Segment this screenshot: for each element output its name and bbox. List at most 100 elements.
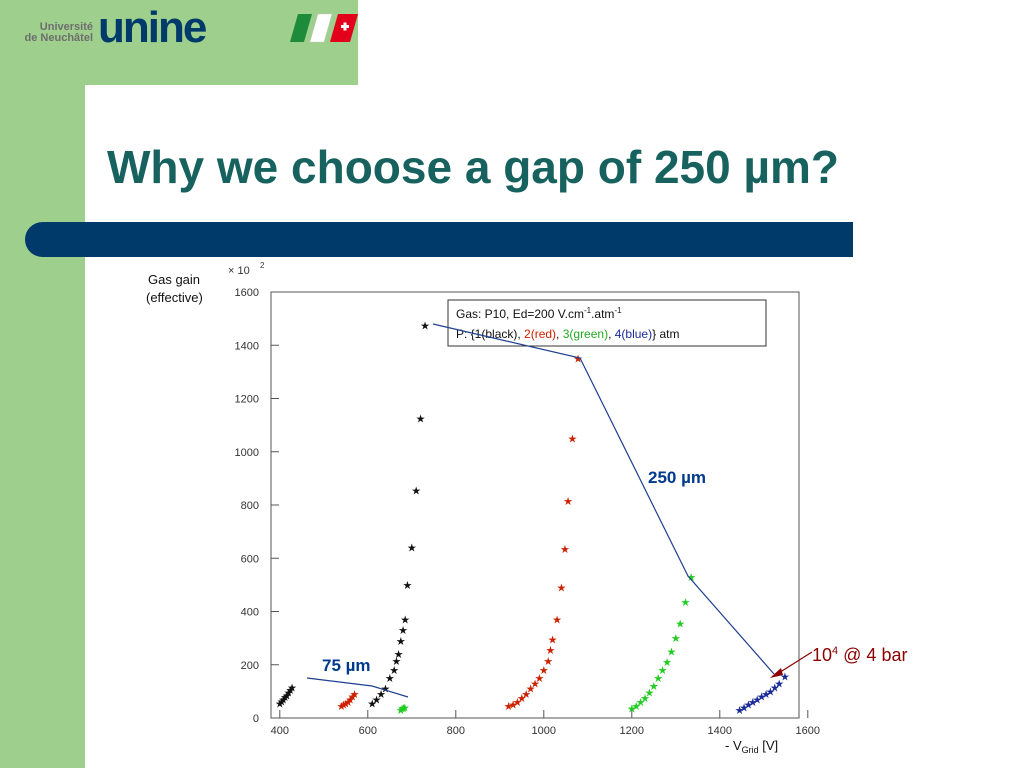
data-point-series-4: ★ xyxy=(739,702,749,714)
legend-box xyxy=(447,299,767,347)
flag-white-stripe xyxy=(309,13,333,43)
flag-green-stripe xyxy=(290,14,312,42)
data-point-series-4: ★ xyxy=(770,682,780,694)
ann-suffix: @ 4 bar xyxy=(838,645,908,665)
data-point-series-1: ★ xyxy=(287,682,297,694)
legend-red: 2(red) xyxy=(524,327,556,341)
y-tick-label: 1200 xyxy=(235,394,259,406)
y-tick-label: 800 xyxy=(241,500,259,512)
data-point-series-3: ★ xyxy=(675,618,685,630)
data-point-series-3: ★ xyxy=(666,646,676,658)
data-point-series-1: ★ xyxy=(396,636,406,648)
data-point-series-1: ★ xyxy=(420,320,430,332)
data-point-series-2: ★ xyxy=(530,678,540,690)
data-point-series-2: ★ xyxy=(350,689,360,701)
data-point-series-1: ★ xyxy=(278,694,288,706)
data-point-series-1: ★ xyxy=(280,692,290,704)
x-tick-label: 1600 xyxy=(796,725,820,737)
data-point-series-2: ★ xyxy=(347,692,357,704)
legend-blue: 4(blue) xyxy=(615,327,652,341)
annotation-250um: 250 µm xyxy=(648,468,706,487)
legend-line1-mid: .atm xyxy=(591,307,614,321)
data-point-series-1: ★ xyxy=(372,694,382,706)
y-axis-label-line2: (effective) xyxy=(146,290,203,305)
data-point-series-2: ★ xyxy=(517,693,527,705)
data-point-series-2: ★ xyxy=(539,665,549,677)
institution-line2: de Neuchâtel xyxy=(24,32,93,44)
legend: Gas: P10, Ed=200 V.cm-1.atm-1 P: {1(blac… xyxy=(447,299,767,347)
data-point-series-3: ★ xyxy=(636,697,646,709)
data-point-series-4: ★ xyxy=(761,689,771,701)
ann-exp: 4 xyxy=(832,645,839,657)
data-point-series-2: ★ xyxy=(512,697,522,709)
data-point-series-2: ★ xyxy=(567,433,577,445)
legend-line2: P: {1(black), 2(red), 3(green), 4(blue)}… xyxy=(456,327,679,341)
data-point-series-2: ★ xyxy=(526,684,536,696)
data-point-series-2: ★ xyxy=(556,583,566,595)
y-axis-label-line1: Gas gain xyxy=(148,272,200,287)
title-underline-bar xyxy=(25,222,853,257)
data-point-series-2: ★ xyxy=(563,496,573,508)
ann-prefix: 10 xyxy=(812,645,833,665)
y-multiplier: × 10 xyxy=(228,265,250,277)
data-point-series-4: ★ xyxy=(774,678,784,690)
data-point-series-2: ★ xyxy=(343,697,353,709)
x-axis-label-sub: Grid xyxy=(742,745,759,755)
data-point-series-4: ★ xyxy=(765,686,775,698)
university-logo: Université de Neuchâtel unine xyxy=(0,0,360,50)
data-point-series-2: ★ xyxy=(545,645,555,657)
plot-frame xyxy=(270,291,800,719)
x-axis-label-prefix: - V xyxy=(725,738,742,753)
data-point-series-3: ★ xyxy=(671,633,681,645)
x-axis-label-suffix: [V] xyxy=(759,738,779,753)
arrow-head-icon xyxy=(770,668,783,678)
data-point-series-1: ★ xyxy=(389,665,399,677)
data-point-series-1: ★ xyxy=(277,696,287,708)
y-tick-label: 0 xyxy=(253,713,259,725)
data-point-series-4: ★ xyxy=(743,700,753,712)
data-point-series-1: ★ xyxy=(385,673,395,685)
y-tick-label: 1600 xyxy=(235,287,259,299)
data-point-series-1: ★ xyxy=(411,485,421,497)
data-point-series-3: ★ xyxy=(396,705,406,717)
data-point-series-3: ★ xyxy=(644,688,654,700)
data-point-series-1: ★ xyxy=(398,625,408,637)
y-tick-label: 1400 xyxy=(235,340,259,352)
institution-line1: Université xyxy=(39,21,93,33)
annotation-75um: 75 µm xyxy=(322,656,371,675)
data-point-series-3: ★ xyxy=(686,572,696,584)
data-point-series-3: ★ xyxy=(681,597,691,609)
y-tick-label: 600 xyxy=(241,553,259,565)
data-point-series-1: ★ xyxy=(394,649,404,661)
x-tick-label: 600 xyxy=(359,725,377,737)
data-point-series-3: ★ xyxy=(399,703,409,715)
line-250um xyxy=(432,323,775,675)
data-point-series-1: ★ xyxy=(391,656,401,668)
data-point-series-2: ★ xyxy=(345,694,355,706)
legend-sep2: , xyxy=(608,327,615,341)
data-point-series-2: ★ xyxy=(341,698,351,710)
data-point-series-4: ★ xyxy=(748,697,758,709)
data-point-series-1: ★ xyxy=(407,543,417,555)
data-point-series-2: ★ xyxy=(508,700,518,712)
line-75um xyxy=(306,677,409,698)
wordmark-text: unine xyxy=(98,3,206,50)
x-tick-label: 1200 xyxy=(620,725,644,737)
slide-title: Why we choose a gap of 250 µm? xyxy=(107,141,840,193)
data-point-series-3: ★ xyxy=(653,673,663,685)
legend-green: 3(green) xyxy=(563,327,608,341)
y-tick-label: 1000 xyxy=(235,447,259,459)
data-points: ★★★★★★★★★★★★★★★★★★★★★★★★★★★★★★★★★★★★★★★★… xyxy=(275,320,790,717)
data-point-series-3: ★ xyxy=(649,681,659,693)
y-tick-label: 400 xyxy=(241,607,259,619)
data-point-series-1: ★ xyxy=(416,413,426,425)
data-point-series-1: ★ xyxy=(402,580,412,592)
data-point-series-2: ★ xyxy=(521,689,531,701)
annotation-10e4-4bar: 104 @ 4 bar xyxy=(812,645,907,666)
data-point-series-3: ★ xyxy=(400,702,410,714)
data-point-series-4: ★ xyxy=(757,692,767,704)
x-tick-label: 1000 xyxy=(532,725,556,737)
x-tick-label: 800 xyxy=(447,725,465,737)
x-tick-label: 400 xyxy=(271,725,289,737)
data-point-series-2: ★ xyxy=(336,701,346,713)
